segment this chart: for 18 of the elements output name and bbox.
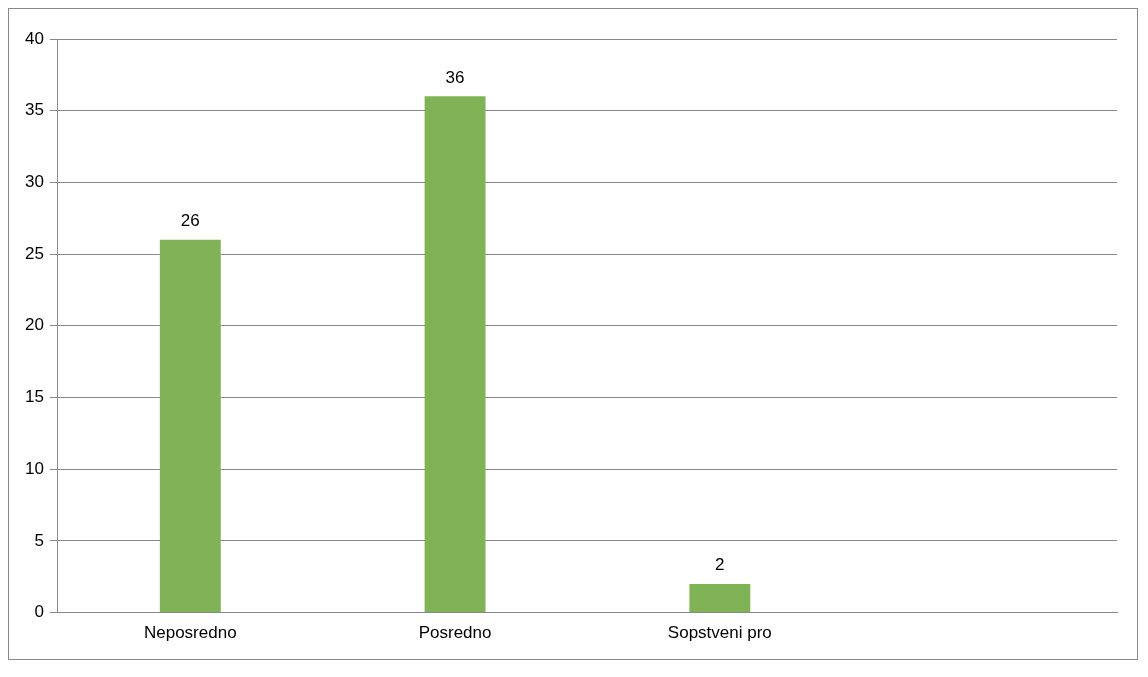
y-tick-label: 35 xyxy=(24,100,44,120)
y-tick-label: 30 xyxy=(24,172,44,192)
y-tick-label: 40 xyxy=(24,28,44,48)
bar xyxy=(159,239,221,613)
y-tick-label: 20 xyxy=(24,315,44,335)
x-tick-label: Neposredno xyxy=(143,623,237,643)
y-tick-label: 10 xyxy=(24,458,44,478)
data-label: 36 xyxy=(445,67,465,87)
y-tick-label: 5 xyxy=(34,530,44,550)
y-tick-label: 25 xyxy=(24,243,44,263)
y-tick-label: 15 xyxy=(24,387,44,407)
x-tick-label: Posredno xyxy=(418,623,492,643)
bar xyxy=(689,583,751,613)
data-label: 26 xyxy=(180,210,200,230)
data-label: 2 xyxy=(715,555,725,575)
bar xyxy=(424,96,486,613)
x-tick-label: Sopstveni pro xyxy=(667,623,772,643)
y-tick-label: 0 xyxy=(34,602,44,622)
